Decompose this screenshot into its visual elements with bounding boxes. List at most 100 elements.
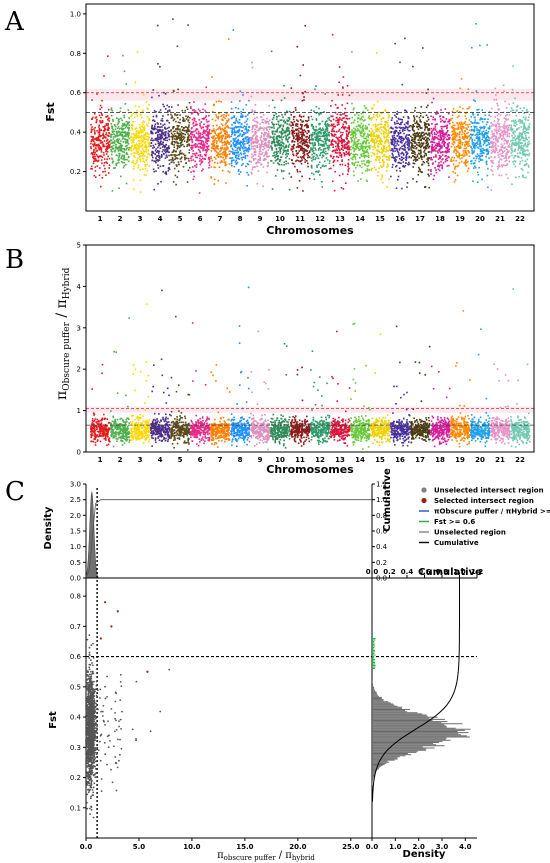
panel-a-point [373,143,376,145]
panel-a-point [325,125,327,127]
panel-a-point [234,130,236,132]
panel-a-point [148,118,151,121]
panel-a-point [305,124,308,127]
panel-a-point [152,132,154,135]
panel-a-point [158,156,160,159]
panel-a-point [283,132,286,134]
panel-a-point [306,132,308,135]
panel-a-point [111,126,114,128]
panel-a-point [250,140,252,142]
panel-a-point [234,155,237,158]
panel-a-point [274,175,277,177]
panel-a-point [348,148,351,151]
panel-a-point [298,114,301,116]
panel-a-point [196,139,199,142]
panel-a-point [205,140,207,142]
panel-a-point [442,162,445,164]
panel-a-point [184,158,186,161]
panel-a-point [106,145,109,148]
panel-a-point [326,130,329,132]
panel-a-point [314,143,316,145]
panel-a-point [367,156,370,158]
panel-a-point [152,119,155,121]
panel-a-point [190,159,193,162]
panel-a-point [246,162,249,165]
panel-a-point [336,121,339,124]
panel-a-point [284,122,286,124]
panel-a-point [433,132,436,134]
panel-a-point [404,136,407,138]
panel-a-point [175,135,177,137]
panel-a-point [439,147,441,150]
panel-a-point [234,146,237,148]
panel-a-point [225,148,228,151]
panel-a-point [376,149,378,152]
panel-a-point [254,145,256,147]
panel-a-point [187,157,190,160]
panel-a-point [356,144,358,146]
panel-a-point [273,152,275,154]
panel-a-point [196,138,199,140]
panel-a-point [431,141,433,143]
panel-a-point [186,136,189,139]
panel-a-point [468,134,471,137]
panel-a-point [230,157,232,159]
panel-a-point [352,108,355,111]
panel-a-point [117,122,119,125]
panel-a-point [393,157,396,159]
panel-a-point [433,138,435,141]
panel-a-point [431,129,434,132]
panel-a-point [227,114,230,116]
panel-a-point [165,154,168,156]
panel-a-point [172,150,175,153]
panel-a-point [190,157,192,160]
panel-a-point [443,145,446,147]
panel-a-point [151,152,153,154]
panel-a-point [316,164,318,167]
panel-a-point [299,137,301,139]
panel-a-point [150,127,153,129]
panel-a-point [397,153,400,156]
panel-a-point [427,169,430,171]
panel-a-point [293,115,296,118]
panel-a-point [143,121,146,123]
panel-a-point [291,159,293,161]
panel-a-point [225,126,228,128]
panel-a-point [96,130,98,132]
panel-a-point [360,146,363,148]
panel-a-point [376,113,379,115]
panel-a-point [179,130,181,132]
panel-a-point [423,138,425,140]
panel-a-point [252,138,254,140]
panel-a-point [144,155,146,157]
panel-a-point [410,142,412,144]
panel-a-point [224,117,226,120]
panel-a-point [158,136,161,139]
panel-a-point [162,124,164,127]
panel-a-point [226,140,228,142]
panel-a-point [416,131,419,134]
panel-a-point [210,147,213,149]
panel-a-point [202,157,204,160]
panel-a-point [219,127,221,130]
panel-a-point [439,135,442,137]
panel-a-point [296,133,298,135]
panel-a-point [288,110,291,113]
panel-a-point [111,145,113,148]
panel-a-point [460,126,463,128]
panel-a-point [266,171,268,174]
panel-a-point [295,125,297,127]
panel-a-point [248,99,250,102]
panel-a-point [411,150,414,152]
panel-a-point [103,127,106,129]
panel-a-point [165,173,168,176]
panel-a-point [236,135,239,138]
panel-a-point [188,124,190,126]
panel-a-point [330,155,332,158]
panel-a-point [341,119,343,121]
panel-a-point [99,155,101,157]
panel-a-point [160,156,163,158]
panel-a-point [170,136,172,138]
panel-a-point [248,140,250,142]
panel-a-point [122,123,125,126]
